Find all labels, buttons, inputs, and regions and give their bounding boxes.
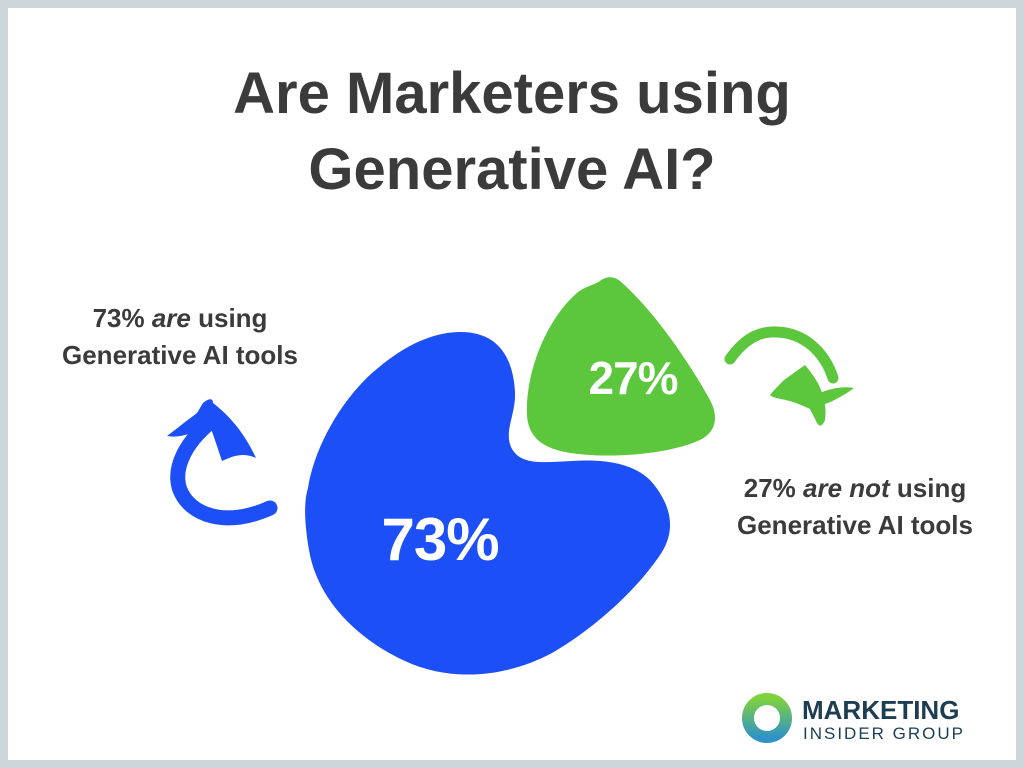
svg-text:MARKETING: MARKETING — [802, 695, 959, 725]
svg-text:INSIDER GROUP: INSIDER GROUP — [803, 724, 965, 743]
